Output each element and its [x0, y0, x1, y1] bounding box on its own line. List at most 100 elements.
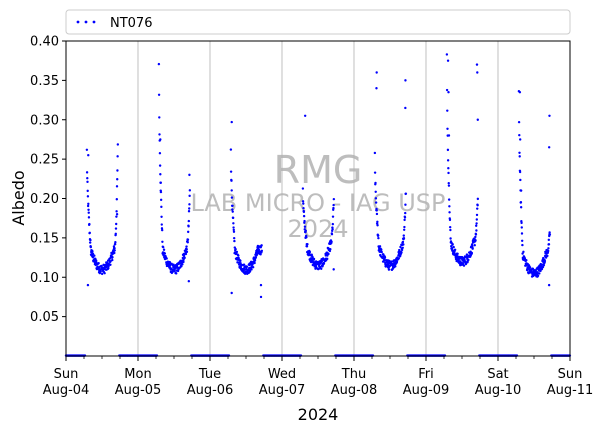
data-point [449, 228, 452, 232]
data-point [399, 245, 402, 249]
data-point [539, 269, 542, 273]
data-point [401, 240, 405, 244]
data-point-outlier [259, 283, 263, 287]
data-point [100, 272, 104, 276]
data-point [157, 62, 161, 66]
data-point [446, 159, 450, 162]
data-point [446, 109, 449, 112]
data-point [404, 192, 408, 195]
data-point [181, 263, 184, 266]
data-point [230, 189, 233, 192]
data-point [250, 268, 253, 271]
data-point [330, 240, 333, 244]
data-point [402, 243, 405, 246]
data-point [303, 225, 307, 228]
data-point [85, 148, 89, 151]
data-point [115, 215, 118, 218]
data-point [447, 182, 450, 185]
data-point [380, 250, 383, 254]
data-point [180, 265, 183, 268]
data-point-outlier [87, 153, 90, 157]
data-point [544, 256, 548, 259]
data-point [376, 224, 379, 227]
data-point [542, 263, 546, 267]
data-point-outlier [548, 114, 551, 118]
data-point [301, 200, 305, 203]
y-tick-label: 0.20 [30, 192, 59, 207]
watermark-line-3: 2024 [287, 215, 348, 243]
data-point-outlier [159, 138, 162, 141]
data-point [232, 222, 235, 225]
data-point [160, 223, 163, 226]
x-axis: SunAug-04MonAug-05TueAug-06WedAug-07ThuA… [43, 356, 594, 398]
y-tick-label: 0.30 [30, 113, 59, 128]
data-point [475, 218, 479, 221]
grid-layer [137, 41, 499, 356]
x-tick-label-date: Aug-11 [547, 383, 594, 398]
data-point [476, 204, 479, 207]
data-point [162, 254, 165, 257]
data-point [159, 173, 162, 176]
data-point [540, 267, 544, 271]
x-tick-label-weekday: Mon [124, 367, 151, 382]
data-point [453, 248, 457, 251]
data-point [114, 222, 118, 226]
x-tick-label-weekday: Sun [558, 367, 583, 382]
data-point [376, 234, 380, 237]
data-point [447, 167, 450, 170]
data-point [374, 197, 378, 200]
data-point [375, 209, 378, 212]
data-point [245, 265, 249, 268]
data-point [111, 255, 114, 259]
data-point [97, 262, 100, 265]
data-point [446, 148, 450, 152]
data-point [234, 247, 237, 251]
data-point [158, 116, 161, 119]
data-point [158, 164, 162, 167]
data-point [186, 241, 189, 244]
points-layer [64, 53, 572, 357]
data-point [232, 228, 235, 232]
data-point [85, 171, 89, 174]
data-point [447, 171, 450, 175]
data-point [306, 243, 309, 246]
data-point-outlier [476, 71, 479, 74]
data-point [518, 151, 521, 155]
data-point [186, 230, 190, 234]
data-point [448, 218, 452, 222]
data-point [229, 170, 233, 173]
data-point-outlier [115, 213, 119, 216]
data-point [473, 243, 476, 247]
data-point [331, 227, 334, 231]
data-point [87, 211, 90, 214]
data-point [232, 226, 235, 229]
data-point [162, 248, 166, 251]
data-point [395, 260, 399, 263]
y-axis: 0.05 0.10 0.15 0.20 0.25 0.30 0.35 0.40 [30, 35, 66, 325]
data-point [322, 261, 326, 265]
data-point [451, 243, 454, 246]
data-point [536, 274, 540, 277]
data-point [168, 264, 172, 267]
data-point [400, 251, 403, 254]
data-point [326, 257, 329, 261]
data-point [520, 239, 524, 242]
data-point [257, 248, 261, 252]
y-tick-label: 0.05 [30, 310, 59, 325]
data-point [404, 203, 407, 206]
data-point [240, 263, 244, 267]
data-point-outlier [375, 71, 378, 74]
data-point [159, 190, 163, 194]
x-tick-label-date: Aug-04 [43, 383, 90, 398]
x-tick-label-weekday: Thu [341, 367, 366, 382]
y-tick-label: 0.15 [30, 231, 59, 246]
data-point [187, 225, 190, 228]
x-tick-label-weekday: Fri [418, 367, 434, 382]
data-point [320, 267, 323, 270]
data-point [397, 257, 401, 260]
data-point-outlier [547, 283, 551, 287]
data-point [188, 207, 191, 210]
data-point [116, 143, 120, 146]
data-point [445, 88, 449, 92]
x-tick-label-weekday: Sat [487, 367, 508, 382]
